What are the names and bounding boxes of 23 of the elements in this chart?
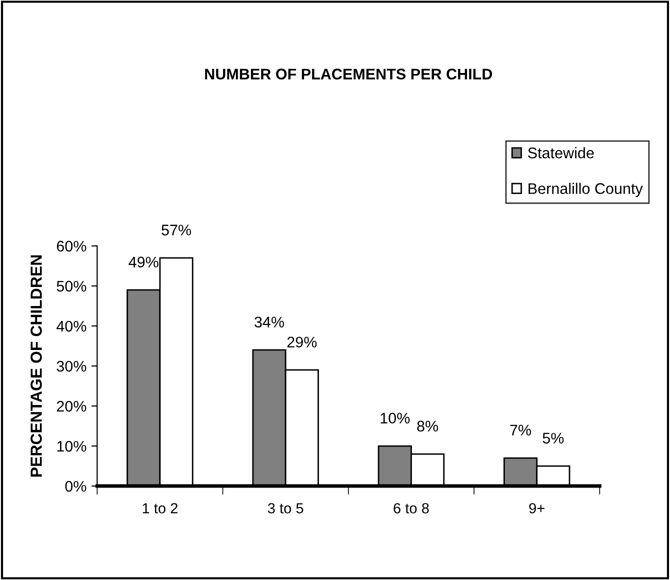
data-label: 8% bbox=[417, 420, 438, 432]
legend-label: Bernalillo County bbox=[528, 182, 643, 198]
y-tick-label: 0% bbox=[65, 480, 86, 492]
x-tick-label: 9+ bbox=[529, 503, 544, 514]
data-label: 29% bbox=[287, 336, 317, 348]
y-tick-label: 60% bbox=[56, 240, 86, 252]
data-label: 7% bbox=[510, 424, 532, 436]
y-tick-label: 20% bbox=[56, 400, 86, 412]
x-tick-label: 3 to 5 bbox=[268, 503, 304, 514]
x-tick-label: 6 to 8 bbox=[394, 503, 429, 514]
chart-title: NUMBER OF PLACEMENTS PER CHILD bbox=[205, 68, 492, 80]
x-tick-label: 1 to 2 bbox=[142, 503, 178, 514]
y-tick-label: 30% bbox=[56, 360, 86, 372]
data-label: 49% bbox=[128, 256, 158, 268]
y-tick-label: 40% bbox=[56, 320, 86, 332]
y-tick-label: 50% bbox=[56, 280, 86, 292]
data-label: 57% bbox=[162, 224, 192, 236]
y-tick-label: 10% bbox=[57, 440, 86, 452]
legend-label: Statewide bbox=[528, 147, 594, 158]
y-axis-title: PERCENTAGE OF CHILDREN bbox=[30, 255, 42, 477]
data-label: 34% bbox=[254, 316, 284, 328]
data-label: 5% bbox=[542, 432, 564, 444]
data-label: 10% bbox=[380, 412, 410, 424]
